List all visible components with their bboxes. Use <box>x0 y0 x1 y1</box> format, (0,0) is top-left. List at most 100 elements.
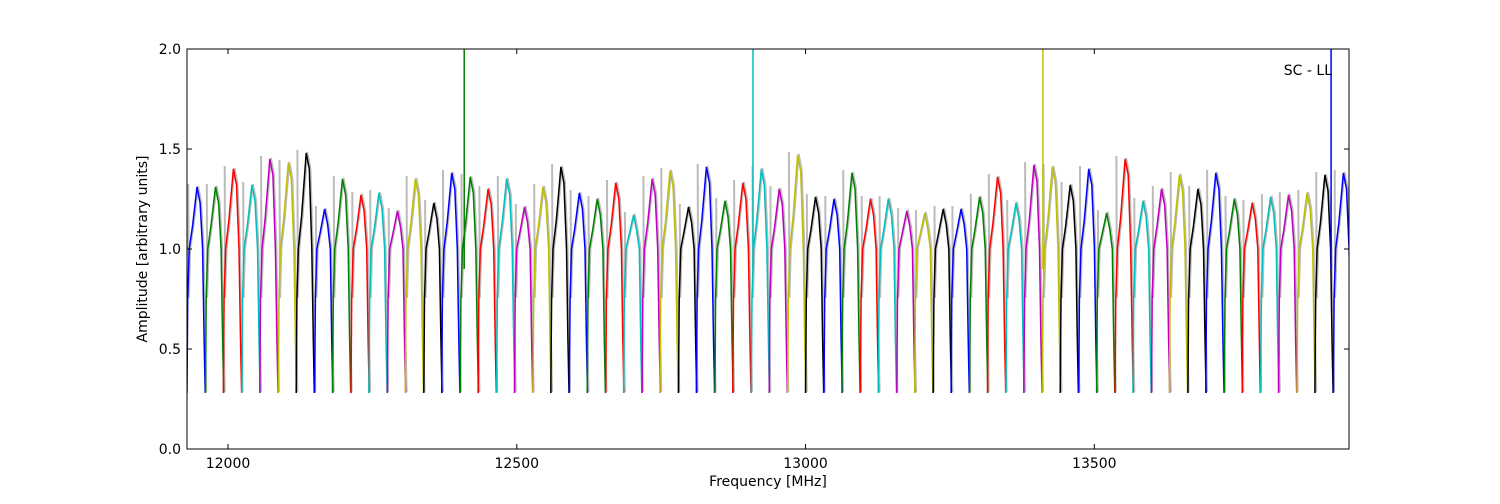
channel-shadow-line <box>623 211 644 393</box>
channel-line-14 <box>440 172 461 394</box>
channel-line-38 <box>877 198 898 394</box>
channel-line-54 <box>1168 174 1189 394</box>
channel-shadow-line <box>1333 169 1349 299</box>
channel-shadow-line <box>424 199 444 393</box>
channel-shadow-line <box>1188 185 1209 393</box>
channel-shadow-line <box>842 169 863 393</box>
channel-shadow-line <box>514 203 535 393</box>
channel-shadow-line <box>387 207 408 393</box>
channel-shadow-line <box>642 175 663 393</box>
channel-line-63 <box>1332 172 1349 394</box>
channel-shadow-line <box>751 165 772 393</box>
channel-shadow-line <box>824 195 845 393</box>
y-tick-label: 1.0 <box>159 242 181 258</box>
channel-line-17 <box>495 178 516 394</box>
channel-line-47 <box>1041 166 1062 394</box>
channel-shadow-line <box>933 205 954 393</box>
channel-line-4 <box>259 158 279 394</box>
channel-line-41 <box>932 208 953 394</box>
channel-line-15 <box>459 176 480 394</box>
channel-shadow-line <box>787 151 808 393</box>
channel-shadow-line <box>1133 197 1154 393</box>
channel-line-56 <box>1205 172 1225 394</box>
channel-line-62 <box>1314 174 1334 394</box>
channel-shadow-line <box>969 193 990 393</box>
y-tick-label: 1.5 <box>159 142 181 158</box>
x-axis-label: Frequency [MHz] <box>709 474 827 490</box>
channel-line-29 <box>714 200 734 394</box>
channel-line-30 <box>732 182 752 394</box>
channel-line-1 <box>204 186 225 394</box>
channel-line-18 <box>513 206 534 394</box>
channel-shadow-line <box>1242 199 1263 393</box>
channel-shadow-line <box>460 173 481 393</box>
channel-shadow-line <box>915 209 935 393</box>
channel-shadow-line <box>278 159 299 393</box>
series-group <box>187 49 1349 394</box>
channel-shadow-line <box>951 205 972 393</box>
channel-line-36 <box>841 172 861 394</box>
channel-line-11 <box>386 210 407 394</box>
channel-shadow-line <box>551 163 571 393</box>
channel-shadow-line <box>1006 199 1027 393</box>
channel-line-50 <box>1095 212 1116 394</box>
channel-shadow-line <box>314 205 335 393</box>
channel-line-42 <box>950 208 971 394</box>
channel-shadow-line <box>369 189 390 393</box>
channel-shadow-line <box>242 181 263 393</box>
ticks-group: 12000 12500 13000 13500 0.0 0.5 1.0 1.5 2.0 <box>159 42 1349 472</box>
channel-shadow-line <box>1115 155 1136 393</box>
channel-line-44 <box>986 176 1007 394</box>
channel-line-24 <box>622 214 643 394</box>
channel-shadow-line <box>1060 181 1081 393</box>
channel-shadow-line <box>606 179 626 393</box>
channel-shadow-line <box>296 149 317 393</box>
channel-line-27 <box>677 206 698 394</box>
channel-shadow-line <box>496 175 517 393</box>
channel-shadow-line <box>205 183 226 393</box>
channel-line-37 <box>859 198 880 394</box>
channel-shadow-line <box>1096 209 1117 393</box>
channel-line-9 <box>350 194 370 394</box>
channel-line-16 <box>477 188 498 394</box>
channel-shadow-line <box>715 197 736 393</box>
channel-line-48 <box>1059 184 1080 394</box>
channel-line-3 <box>241 184 261 394</box>
channel-line-43 <box>968 196 989 394</box>
channel-shadow-line <box>860 195 881 393</box>
channel-line-60 <box>1277 194 1298 394</box>
y-tick-label: 0.5 <box>159 342 181 358</box>
channel-line-46 <box>1023 164 1043 394</box>
channel-shadow-line <box>1169 171 1190 393</box>
channel-shadow-line <box>987 173 1008 393</box>
channel-shadow-line <box>478 185 499 393</box>
channel-shadow-line <box>878 195 899 393</box>
channel-shadow-line <box>805 193 826 393</box>
channel-shadow-line <box>260 155 280 393</box>
channel-line-22 <box>586 198 607 394</box>
channel-line-19 <box>532 186 552 394</box>
channel-line-45 <box>1005 202 1025 394</box>
y-tick-label: 0.0 <box>159 442 181 458</box>
channel-line-32 <box>768 188 789 394</box>
channel-line-10 <box>368 192 388 394</box>
channel-line-21 <box>568 192 589 394</box>
channel-line-55 <box>1187 188 1207 394</box>
channel-shadow-line <box>1315 171 1336 393</box>
channel-shadow-line <box>1297 189 1318 393</box>
channel-shadow-line <box>1042 163 1063 393</box>
channel-shadow-line <box>769 185 790 393</box>
channel-shadow-line <box>733 179 753 393</box>
channel-shadow-line <box>678 203 699 393</box>
channel-shadow-line <box>223 165 244 393</box>
channel-line-57 <box>1223 198 1244 394</box>
channel-line-26 <box>659 170 679 394</box>
channel-shadow-line <box>187 183 208 393</box>
channel-shadow-line <box>1206 169 1226 393</box>
channel-line-39 <box>896 210 916 394</box>
channel-line-52 <box>1132 200 1152 394</box>
x-tick-label: 13000 <box>783 456 828 472</box>
channel-shadow-line <box>696 163 717 393</box>
channel-line-59 <box>1259 196 1280 394</box>
